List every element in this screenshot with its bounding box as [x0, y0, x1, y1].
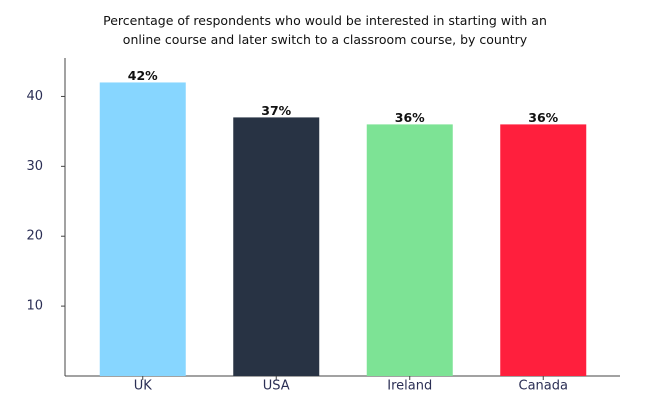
y-tick-label: 20 [26, 229, 43, 244]
y-tick-label: 40 [26, 89, 43, 104]
x-tick-label: USA [263, 379, 290, 394]
y-tick-label: 10 [26, 299, 43, 314]
y-tick-label: 30 [26, 159, 43, 174]
x-tick-label: UK [134, 379, 153, 394]
x-tick-label: Ireland [387, 379, 432, 394]
x-tick-label: Canada [519, 379, 568, 394]
value-label: 42% [128, 68, 158, 83]
bar [233, 117, 320, 377]
value-label: 37% [261, 103, 291, 118]
bar [500, 124, 587, 377]
value-label: 36% [395, 110, 425, 125]
chart-title: Percentage of respondents who would be i… [103, 13, 547, 47]
bar [366, 124, 453, 377]
value-label: 36% [528, 110, 558, 125]
bar [99, 82, 186, 376]
